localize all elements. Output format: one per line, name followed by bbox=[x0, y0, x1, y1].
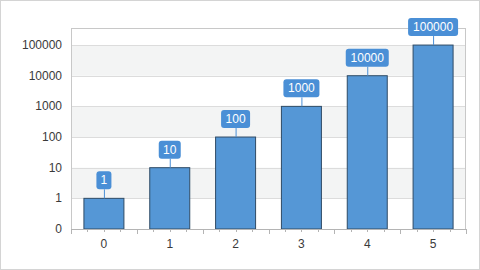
x-axis-line bbox=[71, 229, 466, 230]
label-connector bbox=[433, 36, 434, 45]
x-tick bbox=[384, 229, 385, 232]
x-tick-label: 1 bbox=[166, 237, 173, 251]
label-connector bbox=[104, 189, 105, 198]
bar bbox=[216, 137, 256, 229]
grid-line bbox=[71, 45, 466, 46]
x-tick bbox=[170, 229, 171, 232]
y-tick-label: 100000 bbox=[22, 38, 62, 52]
data-label: 100 bbox=[226, 112, 246, 126]
label-box bbox=[346, 49, 389, 67]
x-tick-label: 0 bbox=[101, 237, 108, 251]
label-connector bbox=[367, 67, 368, 76]
x-tick bbox=[301, 229, 302, 232]
label-box bbox=[159, 141, 181, 159]
label-box bbox=[283, 79, 319, 97]
chart-container: 0 1 10 100 1000 10000 100000 0 1 2 3 4 5 1 10 100 1000 10… bbox=[0, 0, 480, 270]
x-tick bbox=[334, 229, 335, 234]
y-tick-label: 10000 bbox=[29, 69, 63, 83]
x-tick bbox=[269, 229, 270, 234]
grid bbox=[71, 45, 466, 229]
data-label: 100000 bbox=[413, 20, 453, 34]
bar bbox=[84, 198, 124, 229]
outer-border bbox=[1, 1, 480, 270]
x-tick bbox=[252, 229, 253, 232]
x-tick bbox=[236, 229, 237, 232]
data-label: 1000 bbox=[288, 81, 315, 95]
label-box bbox=[96, 171, 111, 189]
grid-line bbox=[71, 106, 466, 107]
x-tick bbox=[450, 229, 451, 232]
bar bbox=[150, 168, 190, 229]
label-box bbox=[408, 18, 458, 36]
x-tick-label: 5 bbox=[430, 237, 437, 251]
x-tick-label: 3 bbox=[298, 237, 305, 251]
grid-line bbox=[71, 76, 466, 77]
data-label: 1 bbox=[101, 173, 108, 187]
x-tick-label: 4 bbox=[364, 237, 371, 251]
x-tick-label: 2 bbox=[232, 237, 239, 251]
x-tick bbox=[433, 229, 434, 232]
x-tick bbox=[153, 229, 154, 232]
bars bbox=[84, 45, 453, 229]
data-labels: 1 10 100 1000 10000 100000 bbox=[96, 18, 458, 198]
x-tick bbox=[367, 229, 368, 232]
y-tick-label: 100 bbox=[42, 130, 62, 144]
label-box bbox=[221, 110, 250, 128]
x-tick bbox=[318, 229, 319, 232]
x-tick bbox=[186, 229, 187, 232]
grid-line bbox=[71, 198, 466, 199]
grid-band bbox=[71, 168, 466, 199]
data-label: 10 bbox=[163, 143, 177, 157]
label-connector bbox=[301, 97, 302, 106]
x-tick bbox=[104, 229, 105, 232]
x-tick bbox=[203, 229, 204, 234]
x-tick bbox=[87, 229, 88, 232]
label-connector bbox=[170, 159, 171, 168]
x-tick bbox=[285, 229, 286, 232]
x-tick bbox=[400, 229, 401, 234]
chart-svg: 0 1 10 100 1000 10000 100000 0 1 2 3 4 5 1 10 100 1000 10… bbox=[0, 0, 480, 270]
x-tick bbox=[120, 229, 121, 232]
data-label: 10000 bbox=[351, 51, 385, 65]
bar bbox=[347, 76, 387, 229]
y-tick-label: 10 bbox=[49, 161, 63, 175]
plot-frame bbox=[72, 29, 466, 230]
x-tick bbox=[137, 229, 138, 234]
grid-line bbox=[71, 168, 466, 169]
grid-line bbox=[71, 137, 466, 138]
bar bbox=[413, 45, 453, 229]
x-tick bbox=[466, 229, 467, 234]
y-tick-label: 1 bbox=[55, 191, 62, 205]
y-tick-label: 1000 bbox=[35, 99, 62, 113]
grid-band bbox=[71, 45, 466, 76]
bar bbox=[281, 106, 321, 229]
grid-line bbox=[71, 229, 466, 230]
y-tick-label: 0 bbox=[55, 222, 62, 236]
label-connector bbox=[236, 128, 237, 137]
x-tick bbox=[71, 229, 72, 234]
x-tick bbox=[219, 229, 220, 232]
grid-band bbox=[71, 106, 466, 137]
x-tick bbox=[417, 229, 418, 232]
x-tick bbox=[351, 229, 352, 232]
